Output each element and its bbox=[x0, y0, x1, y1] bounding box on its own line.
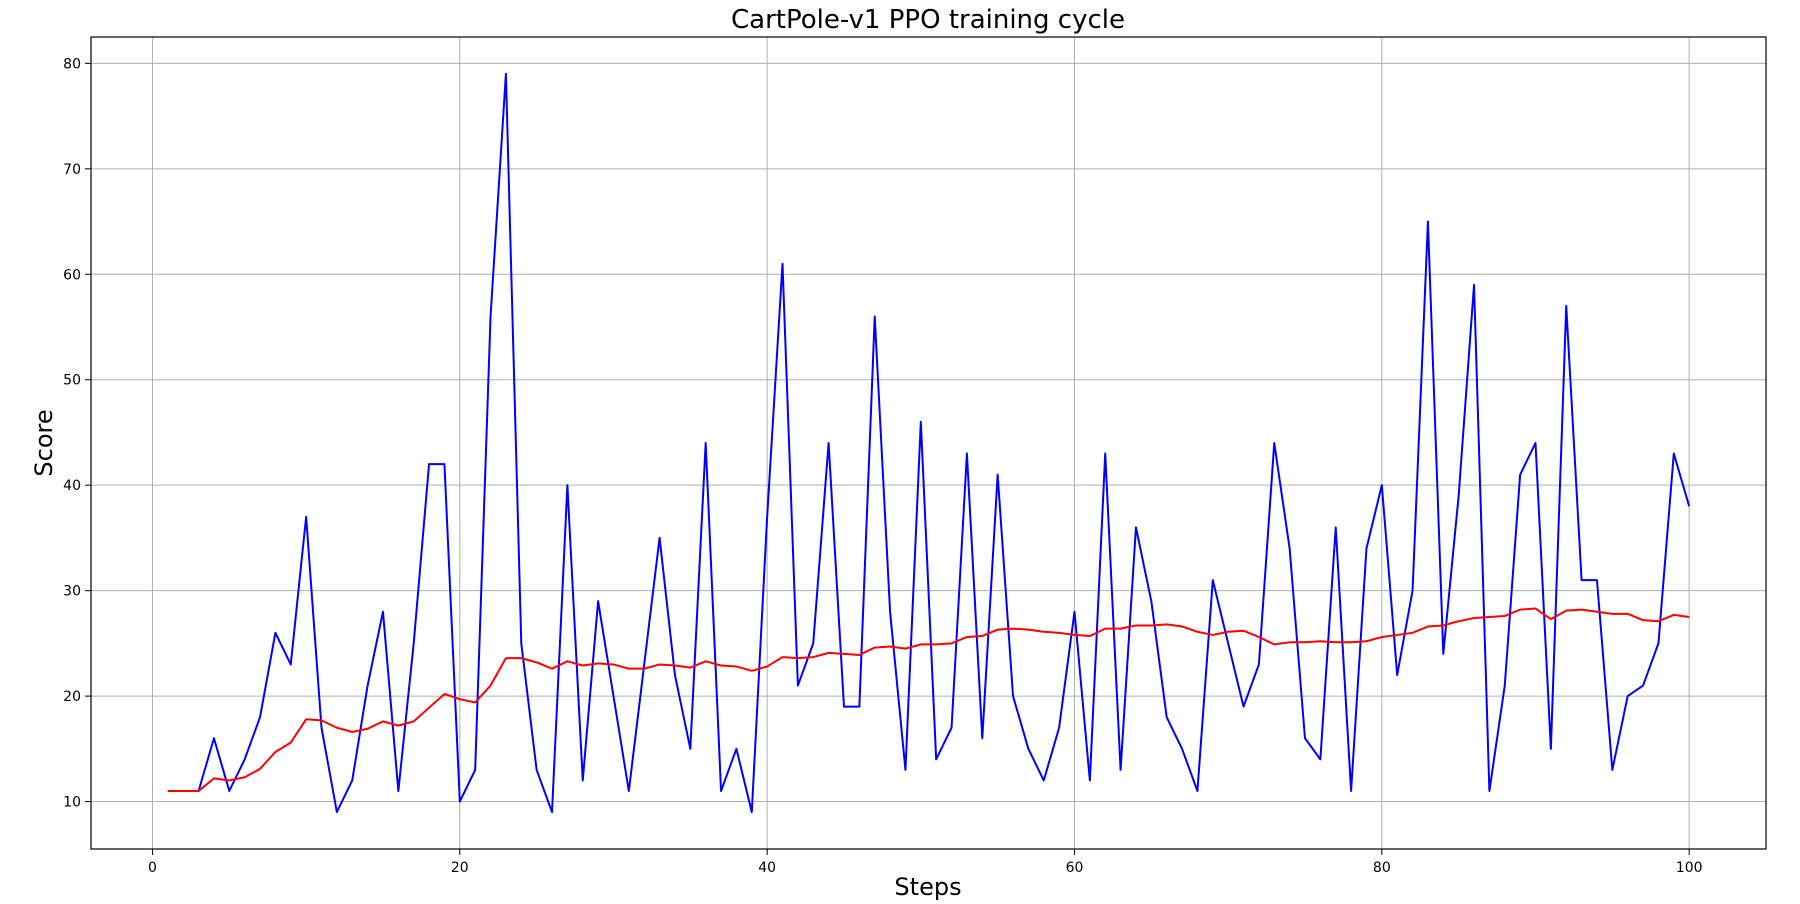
x-tick-label: 100 bbox=[1676, 860, 1703, 876]
x-tick-label: 40 bbox=[758, 860, 776, 876]
y-tick-label: 40 bbox=[63, 478, 81, 494]
x-tick-label: 0 bbox=[148, 860, 157, 876]
axis-ticks: 0 20 40 60 80 100 10 20 30 40 50 60 70 80 bbox=[63, 56, 1702, 876]
y-tick-label: 70 bbox=[63, 162, 81, 178]
y-tick-label: 10 bbox=[63, 795, 81, 811]
y-tick-label: 50 bbox=[63, 373, 81, 389]
y-axis-label: Score bbox=[30, 409, 58, 476]
x-axis-label: Steps bbox=[894, 873, 961, 900]
y-tick-label: 80 bbox=[63, 56, 81, 72]
chart-title: CartPole-v1 PPO training cycle bbox=[731, 5, 1125, 35]
x-tick-label: 80 bbox=[1373, 860, 1391, 876]
raw-score-line bbox=[167, 72, 1691, 814]
y-tick-label: 20 bbox=[63, 689, 81, 705]
grid bbox=[91, 37, 1766, 849]
y-tick-label: 30 bbox=[63, 584, 81, 600]
y-tick-label: 60 bbox=[63, 267, 81, 283]
x-tick-label: 60 bbox=[1066, 860, 1084, 876]
plot-frame bbox=[90, 36, 1767, 850]
series-lines bbox=[167, 72, 1691, 814]
moving-average-line bbox=[167, 607, 1690, 792]
x-tick-label: 20 bbox=[451, 860, 469, 876]
